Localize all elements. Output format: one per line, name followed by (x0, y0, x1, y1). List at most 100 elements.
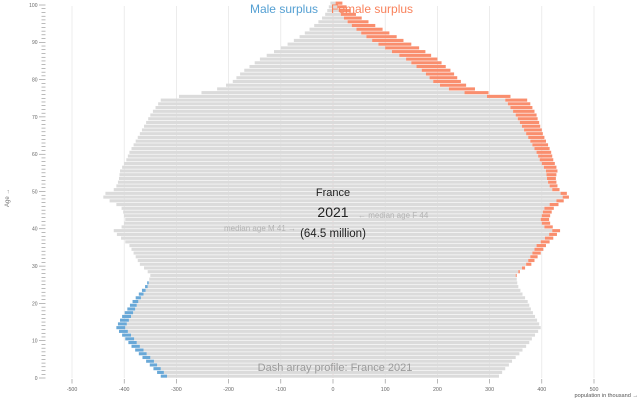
bar-female-surplus (343, 16, 362, 20)
bar-female-surplus (378, 42, 412, 46)
bar-male-surplus (157, 370, 164, 374)
bar-overlap (249, 64, 417, 69)
bar-male-surplus (132, 299, 139, 304)
bar-female-surplus (515, 113, 537, 117)
y-axis-tick-label: 20 (32, 301, 38, 307)
bar-overlap (137, 135, 529, 139)
bar-female-surplus (356, 27, 383, 31)
y-axis-tick-label: 70 (32, 115, 38, 121)
bar-female-surplus (544, 236, 554, 240)
x-axis-tick-label: -500 (67, 387, 78, 393)
bar-male-surplus (138, 292, 144, 296)
bar-female-surplus (549, 203, 559, 207)
bar-female-surplus (528, 135, 545, 139)
x-axis-tick-label: 200 (433, 387, 442, 393)
bar-female-surplus (545, 169, 558, 173)
bar-overlap (160, 367, 506, 371)
x-axis-tick-label: 400 (537, 387, 546, 393)
bar-overlap (131, 247, 535, 251)
bar-overlap (124, 221, 542, 225)
bar-overlap (149, 277, 517, 281)
bar-overlap (131, 147, 535, 151)
bar-female-surplus (366, 35, 397, 39)
bar-female-surplus (547, 176, 556, 180)
bar-male-surplus (138, 352, 147, 356)
bar-overlap (153, 359, 513, 363)
bar-overlap (201, 91, 465, 95)
bar-female-surplus (539, 158, 554, 162)
bar-overlap (240, 72, 426, 76)
bar-overlap (299, 35, 367, 39)
bar-overlap (116, 232, 550, 236)
bar-female-surplus (540, 240, 550, 244)
bar-overlap (123, 210, 543, 214)
y-axis-title: Age → (5, 189, 11, 207)
bar-female-surplus (541, 221, 551, 225)
bar-overlap (179, 94, 487, 98)
bar-female-surplus (532, 143, 549, 147)
bar-overlap (125, 326, 541, 330)
bar-overlap (124, 161, 542, 166)
bar-female-surplus (552, 188, 560, 192)
bar-female-surplus (335, 1, 343, 5)
bar-overlap (327, 9, 339, 13)
median-age-male-annotation: median age M 41 → (224, 224, 296, 233)
bar-overlap (148, 117, 518, 121)
bar-male-surplus (160, 374, 168, 378)
bar-overlap (121, 225, 545, 229)
bar-female-surplus (526, 262, 532, 266)
bar-overlap (135, 255, 531, 259)
bar-overlap (259, 57, 407, 61)
bar-overlap (125, 217, 541, 222)
bar-overlap (138, 299, 528, 304)
bar-male-surplus (118, 329, 128, 333)
bar-male-surplus (120, 318, 129, 322)
bar-female-surplus (543, 165, 557, 169)
bar-overlap (225, 83, 441, 87)
bar-female-surplus (507, 102, 531, 106)
bar-overlap (293, 38, 373, 42)
bar-male-surplus (145, 285, 148, 289)
x-axis-tick-label: -400 (119, 387, 130, 393)
bar-overlap (103, 195, 563, 199)
bar-overlap (128, 318, 538, 322)
bar-overlap (325, 12, 341, 16)
bar-overlap (152, 109, 514, 113)
bar-female-surplus (513, 109, 535, 113)
bar-overlap (135, 139, 531, 143)
bar-female-surplus (519, 120, 540, 125)
y-axis-tick-label: 50 (32, 189, 38, 195)
median-age-female-annotation: ← median age F 44 (358, 211, 429, 220)
bar-female-surplus (534, 147, 550, 151)
y-axis-tick-label: 100 (29, 3, 38, 9)
bar-overlap (163, 370, 503, 374)
bar-overlap (158, 102, 508, 106)
bar-overlap (330, 1, 336, 5)
bar-overlap (160, 98, 506, 102)
bar-female-surplus (464, 91, 489, 95)
bar-female-surplus (530, 139, 546, 143)
bar-overlap (147, 285, 519, 289)
bar-overlap (236, 76, 430, 80)
bar-overlap (121, 206, 545, 210)
bar-overlap (146, 120, 520, 125)
bar-overlap (137, 258, 529, 263)
bar-overlap (217, 87, 449, 91)
y-axis-tick-label: 0 (35, 376, 38, 382)
bar-male-surplus (135, 296, 141, 300)
bar-overlap (143, 292, 523, 296)
bar-overlap (146, 352, 520, 356)
bar-male-surplus (127, 307, 136, 311)
bar-female-surplus (556, 199, 564, 203)
bar-male-surplus (135, 348, 144, 352)
bar-female-surplus (486, 94, 511, 98)
bar-male-surplus (116, 326, 126, 330)
bar-overlap (244, 68, 422, 72)
bar-overlap (141, 128, 525, 132)
bar-overlap (129, 244, 537, 248)
bar-overlap (136, 303, 530, 307)
bar-female-surplus (524, 128, 542, 132)
bar-overlap (143, 348, 523, 352)
bar-overlap (125, 240, 541, 244)
bar-female-surplus (552, 229, 561, 233)
